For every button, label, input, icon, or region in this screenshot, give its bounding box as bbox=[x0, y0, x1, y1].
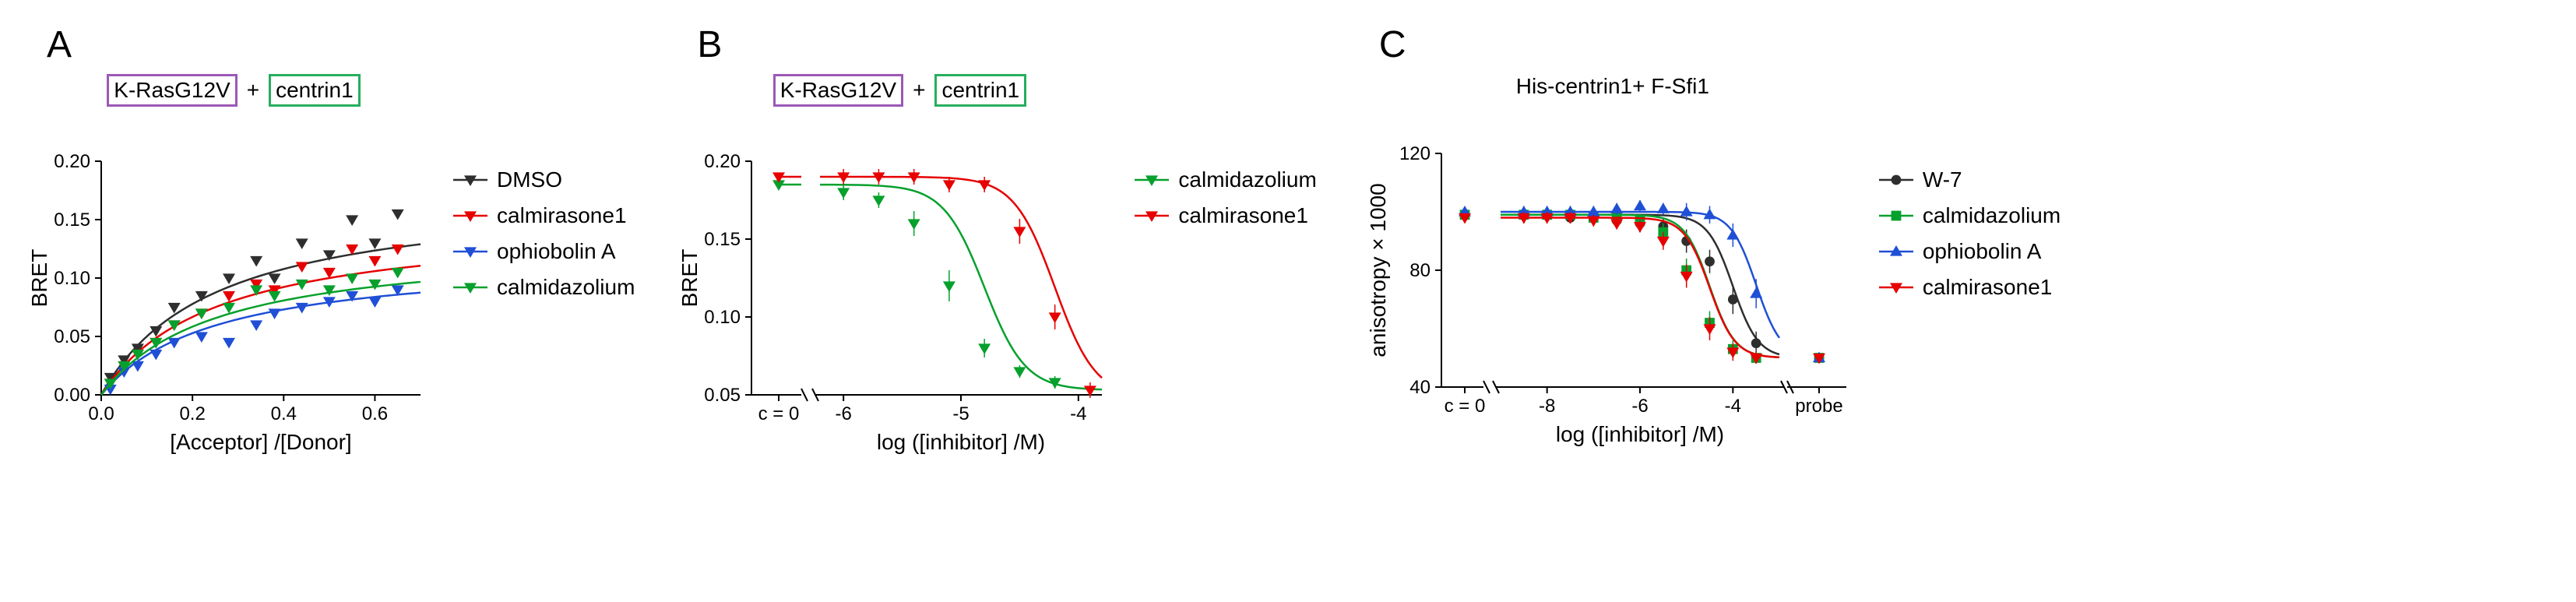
panel-b-svg: 0.05 0.10 0.15 0.20 BRET c = 0 -6 -5 -4 log ([inh… bbox=[681, 114, 1117, 457]
svg-text:-4: -4 bbox=[1724, 396, 1740, 417]
legend-label: calmirasone1 bbox=[497, 203, 627, 228]
legend-row: calmirasone1 bbox=[1133, 203, 1316, 228]
panel-c: C His-centrin1+ F-Sfi1 40 80 120 anisotropy… bbox=[1364, 23, 2060, 449]
panel-c-legend: W-7 calmidazolium ophiobolin A calmirasone1 bbox=[1877, 167, 2060, 300]
title-plus-b: + bbox=[910, 78, 928, 103]
svg-text:0.05: 0.05 bbox=[705, 385, 741, 406]
svg-text:-4: -4 bbox=[1071, 403, 1087, 424]
panel-b-plot: K-RasG12V + centrin1 0.05 0.10 0.15 0.20 BRE… bbox=[681, 74, 1117, 457]
svg-text:0.05: 0.05 bbox=[54, 326, 90, 347]
svg-text:anisotropy × 1000: anisotropy × 1000 bbox=[1366, 183, 1390, 357]
legend-row: DMSO bbox=[452, 167, 635, 192]
panel-a-label: A bbox=[47, 23, 72, 66]
legend-label: calmidazolium bbox=[1923, 203, 2060, 228]
legend-label: ophiobolin A bbox=[1923, 239, 2042, 264]
svg-text:0.15: 0.15 bbox=[54, 209, 90, 231]
legend-label: W-7 bbox=[1923, 167, 1962, 192]
panel-c-svg: 40 80 120 anisotropy × 1000 c = 0 probe -8 -6 -4… bbox=[1364, 107, 1862, 449]
svg-text:-6: -6 bbox=[836, 403, 852, 424]
legend-label: calmirasone1 bbox=[1923, 275, 2053, 300]
svg-text:BRET: BRET bbox=[681, 249, 702, 308]
figure: A K-RasG12V + centrin1 0.00.20.40.60.000… bbox=[0, 0, 2576, 481]
svg-text:[Acceptor] /[Donor]: [Acceptor] /[Donor] bbox=[170, 430, 351, 454]
svg-text:0.2: 0.2 bbox=[179, 403, 205, 424]
svg-text:-6: -6 bbox=[1631, 396, 1648, 417]
panel-c-title: His-centrin1+ F-Sfi1 bbox=[1364, 74, 1862, 99]
legend-row: calmidazolium bbox=[1877, 203, 2060, 228]
svg-text:log ([inhibitor] /M): log ([inhibitor] /M) bbox=[877, 430, 1045, 454]
legend-row: calmidazolium bbox=[1133, 167, 1316, 192]
svg-text:120: 120 bbox=[1399, 143, 1431, 164]
panel-a-svg: 0.0 0.2 0.4 0.6 0.00 0.05 0.10 0.15 0.20 [Accepto… bbox=[31, 114, 436, 457]
title-plus: + bbox=[244, 78, 262, 103]
title-centrin-box-b: centrin1 bbox=[934, 74, 1026, 107]
legend-label: calmirasone1 bbox=[1178, 203, 1308, 228]
legend-label: ophiobolin A bbox=[497, 239, 616, 264]
panel-a-body: K-RasG12V + centrin1 0.00.20.40.60.000.0… bbox=[31, 74, 635, 457]
title-centrin-box: centrin1 bbox=[269, 74, 361, 107]
svg-text:0.4: 0.4 bbox=[271, 403, 297, 424]
legend-row: W-7 bbox=[1877, 167, 2060, 192]
title-c-text: His-centrin1+ F-Sfi1 bbox=[1516, 74, 1709, 99]
svg-text:c = 0: c = 0 bbox=[758, 403, 800, 424]
panel-b-title: K-RasG12V + centrin1 bbox=[681, 74, 1117, 107]
legend-row: ophiobolin A bbox=[452, 239, 635, 264]
legend-label: calmidazolium bbox=[1178, 167, 1316, 192]
panel-b: B K-RasG12V + centrin1 0.05 0.10 0.15 0.20 B… bbox=[681, 23, 1316, 457]
title-kras-box-b: K-RasG12V bbox=[773, 74, 903, 107]
svg-text:0.20: 0.20 bbox=[54, 151, 90, 172]
panel-a-legend: DMSO calmirasone1 ophiobolin A calmidazoliu… bbox=[452, 167, 635, 300]
svg-text:log ([inhibitor] /M): log ([inhibitor] /M) bbox=[1556, 422, 1724, 446]
svg-text:probe: probe bbox=[1795, 396, 1842, 417]
panel-c-label: C bbox=[1379, 23, 1406, 66]
svg-text:-8: -8 bbox=[1539, 396, 1555, 417]
svg-text:40: 40 bbox=[1409, 377, 1431, 398]
svg-text:80: 80 bbox=[1409, 260, 1431, 281]
title-kras-box: K-RasG12V bbox=[107, 74, 237, 107]
panel-a-plot: K-RasG12V + centrin1 0.00.20.40.60.000.0… bbox=[31, 74, 436, 457]
legend-label: calmidazolium bbox=[497, 275, 635, 300]
panel-a: A K-RasG12V + centrin1 0.00.20.40.60.000… bbox=[31, 23, 635, 457]
panel-a-title: K-RasG12V + centrin1 bbox=[31, 74, 436, 107]
panel-b-body: K-RasG12V + centrin1 0.05 0.10 0.15 0.20 BRE… bbox=[681, 74, 1316, 457]
legend-label: DMSO bbox=[497, 167, 562, 192]
svg-text:0.6: 0.6 bbox=[362, 403, 388, 424]
svg-text:0.00: 0.00 bbox=[54, 385, 90, 406]
panel-b-legend: calmidazolium calmirasone1 bbox=[1133, 167, 1316, 228]
legend-row: calmirasone1 bbox=[1877, 275, 2060, 300]
svg-text:0.10: 0.10 bbox=[54, 268, 90, 289]
svg-text:0.0: 0.0 bbox=[88, 403, 114, 424]
panel-c-body: His-centrin1+ F-Sfi1 40 80 120 anisotropy ×… bbox=[1364, 74, 2060, 449]
svg-text:c = 0: c = 0 bbox=[1444, 396, 1485, 417]
svg-text:0.10: 0.10 bbox=[705, 307, 741, 328]
legend-row: ophiobolin A bbox=[1877, 239, 2060, 264]
legend-row: calmirasone1 bbox=[452, 203, 635, 228]
panel-b-label: B bbox=[697, 23, 722, 66]
panel-c-plot: His-centrin1+ F-Sfi1 40 80 120 anisotropy ×… bbox=[1364, 74, 1862, 449]
svg-text:-5: -5 bbox=[953, 403, 970, 424]
svg-text:0.20: 0.20 bbox=[705, 151, 741, 172]
svg-text:0.15: 0.15 bbox=[705, 229, 741, 250]
legend-row: calmidazolium bbox=[452, 275, 635, 300]
svg-text:BRET: BRET bbox=[31, 249, 51, 308]
